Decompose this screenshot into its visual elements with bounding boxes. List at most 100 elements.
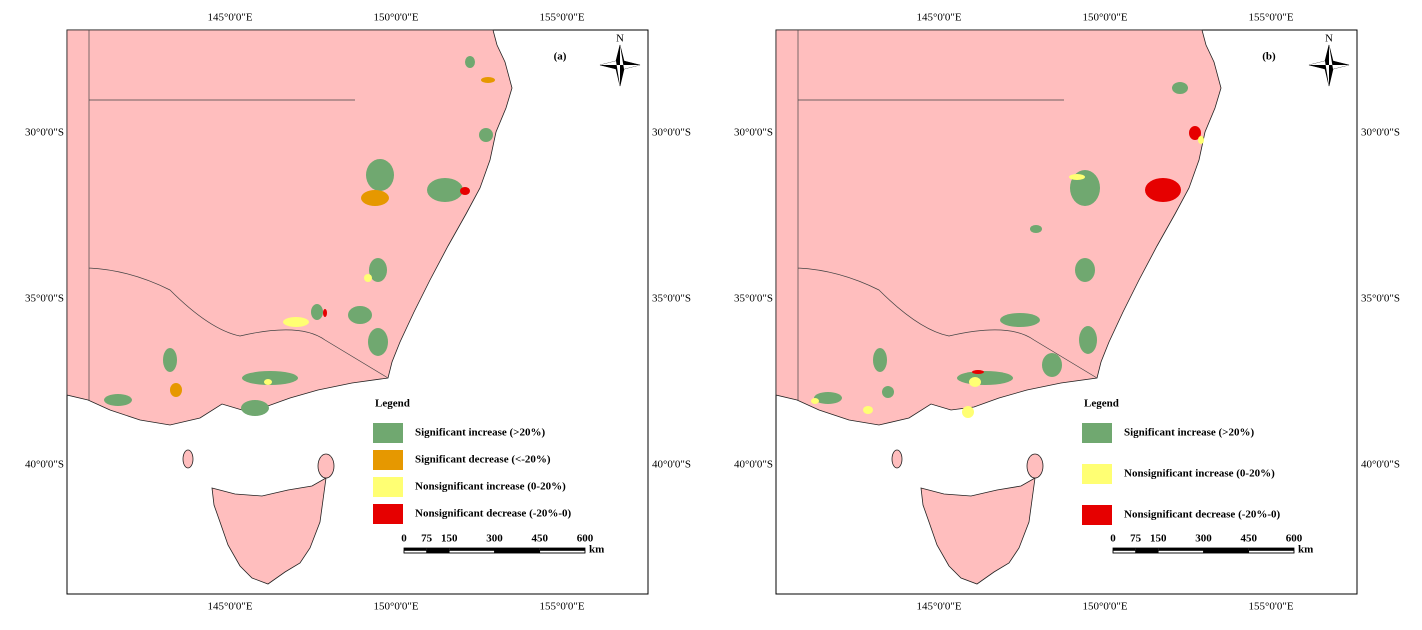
- longitude-label: 155°0'0"E: [539, 12, 584, 24]
- region-patch: [163, 348, 177, 372]
- region-patch: [1000, 313, 1040, 327]
- north-label: N: [616, 33, 624, 45]
- latitude-label: 40°0'0"S: [25, 459, 64, 471]
- legend-swatch: [1082, 464, 1112, 484]
- region-patch: [104, 394, 132, 406]
- longitude-label: 150°0'0"E: [373, 12, 418, 24]
- region-patch: [369, 258, 387, 282]
- region-patch: [368, 328, 388, 356]
- scale-segment: [1135, 548, 1159, 551]
- region-patch: [311, 304, 323, 320]
- island: [891, 449, 903, 469]
- latitude-label: 40°0'0"S: [652, 459, 691, 471]
- scale-segment: [539, 548, 585, 551]
- longitude-label: 150°0'0"E: [1082, 601, 1127, 613]
- mainland: [66, 29, 513, 426]
- latitude-label: 35°0'0"S: [25, 293, 64, 305]
- scale-segment: [1248, 548, 1294, 551]
- island: [317, 453, 335, 479]
- region-patch: [972, 370, 984, 374]
- legend-label: Significant increase (>20%): [1124, 427, 1254, 439]
- scale-segment: [1158, 548, 1204, 551]
- latitude-label: 35°0'0"S: [1361, 293, 1400, 305]
- scale-label: 150: [441, 533, 458, 545]
- scale-label: 600: [1286, 533, 1303, 545]
- longitude-label: 145°0'0"E: [207, 601, 252, 613]
- legend-label: Significant increase (>20%): [415, 427, 545, 439]
- region-patch: [364, 274, 372, 282]
- region-patch: [361, 190, 389, 206]
- legend-label: Nonsignificant decrease (-20%-0): [1124, 509, 1281, 521]
- latitude-label: 40°0'0"S: [1361, 459, 1400, 471]
- panel-label: (a): [554, 51, 567, 63]
- legend-swatch: [373, 423, 403, 443]
- region-patch: [962, 406, 974, 418]
- region-patch: [969, 377, 981, 387]
- region-patch: [814, 392, 842, 404]
- region-patch: [882, 386, 894, 398]
- island: [182, 449, 194, 469]
- legend-label: Significant decrease (<-20%): [415, 454, 551, 466]
- longitude-label: 145°0'0"E: [916, 12, 961, 24]
- state-border: [797, 30, 1098, 400]
- region-patch: [957, 371, 1013, 385]
- region-patch: [427, 178, 463, 202]
- legend-label: Nonsignificant increase (0-20%): [1124, 468, 1275, 480]
- north-arrow-light: [600, 45, 640, 86]
- latitude-label: 30°0'0"S: [734, 127, 773, 139]
- scale-segment: [449, 548, 495, 551]
- region-patch: [863, 406, 873, 414]
- scale-outline: [403, 547, 586, 554]
- north-arrow-light: [1309, 45, 1349, 86]
- region-patch: [1069, 174, 1085, 180]
- region-patch: [1042, 353, 1062, 377]
- scale-segment: [1113, 548, 1136, 551]
- region-patch: [1198, 136, 1204, 144]
- region-patch: [1145, 178, 1181, 202]
- region-patch: [1172, 82, 1188, 94]
- legend-label: Nonsignificant increase (0-20%): [415, 481, 566, 493]
- region-patch: [465, 56, 475, 68]
- legend-swatch: [373, 504, 403, 524]
- legend-swatch: [1082, 423, 1112, 443]
- region-patch: [873, 348, 887, 372]
- region-patch: [1189, 126, 1201, 140]
- scale-label: 0: [1110, 533, 1116, 545]
- scale-label: 600: [577, 533, 594, 545]
- longitude-label: 150°0'0"E: [373, 601, 418, 613]
- scale-label: 450: [1241, 533, 1258, 545]
- region-patch: [460, 187, 470, 195]
- region-patch: [241, 400, 269, 416]
- map-panel: 145°0'0"E 145°0'0"E 150°0'0"E 150°0'0"E 155°…: [734, 12, 1400, 613]
- state-border: [88, 30, 389, 400]
- scale-label: 75: [421, 533, 433, 545]
- region-patch: [242, 371, 298, 385]
- mainland: [775, 29, 1222, 426]
- scale-segment: [426, 548, 450, 551]
- map-panel: 145°0'0"E 145°0'0"E 150°0'0"E 150°0'0"E 155°…: [25, 12, 691, 613]
- legend-label: Nonsignificant decrease (-20%-0): [415, 508, 572, 520]
- north-label: N: [1325, 33, 1333, 45]
- longitude-label: 145°0'0"E: [916, 601, 961, 613]
- scale-segment: [1203, 548, 1249, 551]
- scale-unit: km: [589, 544, 604, 556]
- scale-label: 450: [532, 533, 549, 545]
- latitude-label: 35°0'0"S: [734, 293, 773, 305]
- scale-unit: km: [1298, 544, 1313, 556]
- tasmania: [211, 477, 327, 585]
- region-patch: [811, 398, 819, 404]
- panel-label: (b): [1262, 51, 1276, 63]
- longitude-label: 155°0'0"E: [1248, 601, 1293, 613]
- region-patch: [366, 159, 394, 191]
- legend-title: Legend: [1084, 398, 1119, 410]
- scale-segment: [494, 548, 540, 551]
- latitude-label: 35°0'0"S: [652, 293, 691, 305]
- region-patch: [1075, 258, 1095, 282]
- tasmania: [920, 477, 1036, 585]
- scale-label: 300: [1195, 533, 1212, 545]
- legend-swatch: [1082, 505, 1112, 525]
- region-patch: [1079, 326, 1097, 354]
- latitude-label: 40°0'0"S: [734, 459, 773, 471]
- legend-swatch: [373, 450, 403, 470]
